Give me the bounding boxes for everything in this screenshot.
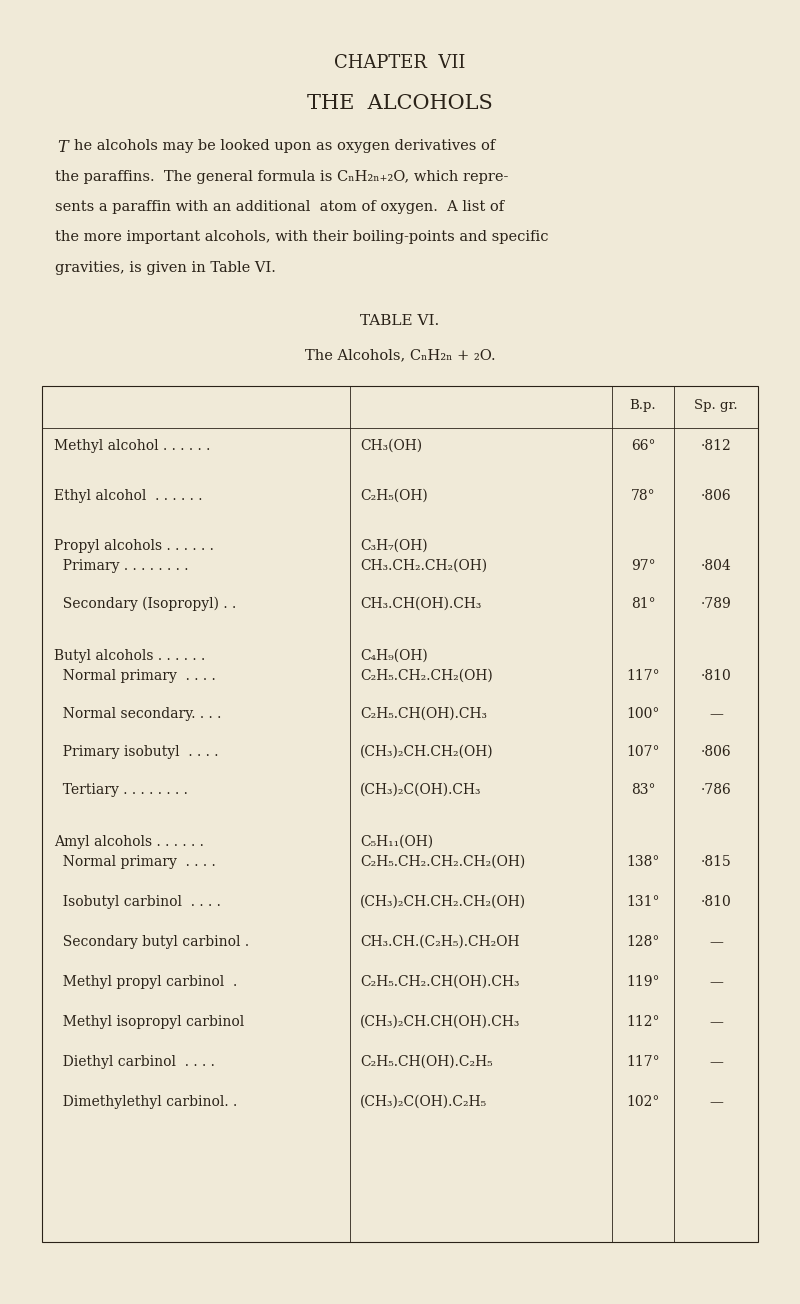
Text: CH₃.CH₂.CH₂(OH): CH₃.CH₂.CH₂(OH) xyxy=(360,559,487,572)
Text: Isobutyl carbinol  . . . .: Isobutyl carbinol . . . . xyxy=(54,895,221,909)
Text: (CH₃)₂CH.CH₂.CH₂(OH): (CH₃)₂CH.CH₂.CH₂(OH) xyxy=(360,895,526,909)
Text: the more important alcohols, with their boiling-points and specific: the more important alcohols, with their … xyxy=(55,231,549,245)
Text: Normal primary  . . . .: Normal primary . . . . xyxy=(54,855,216,868)
Text: C₅H₁₁(OH): C₅H₁₁(OH) xyxy=(360,835,433,849)
Text: 138°: 138° xyxy=(626,855,660,868)
Text: Secondary butyl carbinol .: Secondary butyl carbinol . xyxy=(54,935,249,949)
Text: (CH₃)₂CH.CH(OH).CH₃: (CH₃)₂CH.CH(OH).CH₃ xyxy=(360,1015,520,1029)
Text: (CH₃)₂C(OH).CH₃: (CH₃)₂C(OH).CH₃ xyxy=(360,782,482,797)
Text: sents a paraffin with an additional  atom of oxygen.  A list of: sents a paraffin with an additional atom… xyxy=(55,200,504,214)
Text: Butyl alcohols . . . . . .: Butyl alcohols . . . . . . xyxy=(54,649,206,662)
Text: 97°: 97° xyxy=(630,559,655,572)
Text: ·806: ·806 xyxy=(701,489,731,503)
Text: the paraffins.  The general formula is CₙH₂ₙ₊₂O, which repre-: the paraffins. The general formula is Cₙ… xyxy=(55,170,508,184)
Text: ·786: ·786 xyxy=(701,782,731,797)
Text: Primary . . . . . . . .: Primary . . . . . . . . xyxy=(54,559,189,572)
Text: ·812: ·812 xyxy=(701,439,731,452)
Text: CHAPTER  VII: CHAPTER VII xyxy=(334,53,466,72)
Text: —: — xyxy=(709,1055,723,1069)
Text: TABLE VI.: TABLE VI. xyxy=(360,314,440,329)
Text: Ethyl alcohol  . . . . . .: Ethyl alcohol . . . . . . xyxy=(54,489,202,503)
Text: C₃H₇(OH): C₃H₇(OH) xyxy=(360,539,428,553)
Text: 119°: 119° xyxy=(626,975,660,988)
Text: Amyl alcohols . . . . . .: Amyl alcohols . . . . . . xyxy=(54,835,204,849)
Text: C₂H₅.CH(OH).CH₃: C₂H₅.CH(OH).CH₃ xyxy=(360,707,487,721)
Text: 66°: 66° xyxy=(630,439,655,452)
Text: CH₃.CH.(C₂H₅).CH₂OH: CH₃.CH.(C₂H₅).CH₂OH xyxy=(360,935,519,949)
Text: C₂H₅(OH): C₂H₅(OH) xyxy=(360,489,428,503)
Text: C₂H₅.CH₂.CH(OH).CH₃: C₂H₅.CH₂.CH(OH).CH₃ xyxy=(360,975,519,988)
Text: —: — xyxy=(709,1095,723,1108)
Text: ·815: ·815 xyxy=(701,855,731,868)
Text: 100°: 100° xyxy=(626,707,660,721)
Text: ·810: ·810 xyxy=(701,669,731,683)
Text: gravities, is given in Table VI.: gravities, is given in Table VI. xyxy=(55,261,276,275)
Text: 83°: 83° xyxy=(630,782,655,797)
Text: CH₃(OH): CH₃(OH) xyxy=(360,439,422,452)
Text: Diethyl carbinol  . . . .: Diethyl carbinol . . . . xyxy=(54,1055,215,1069)
Text: 117°: 117° xyxy=(626,669,660,683)
Text: 128°: 128° xyxy=(626,935,660,949)
Text: The Alcohols, CₙH₂ₙ + ₂O.: The Alcohols, CₙH₂ₙ + ₂O. xyxy=(305,348,495,363)
Text: Propyl alcohols . . . . . .: Propyl alcohols . . . . . . xyxy=(54,539,214,553)
Text: Tertiary . . . . . . . .: Tertiary . . . . . . . . xyxy=(54,782,188,797)
Text: (CH₃)₂CH.CH₂(OH): (CH₃)₂CH.CH₂(OH) xyxy=(360,745,494,759)
Text: B.p.: B.p. xyxy=(630,399,656,412)
Text: (CH₃)₂C(OH).C₂H₅: (CH₃)₂C(OH).C₂H₅ xyxy=(360,1095,487,1108)
Text: Methyl alcohol . . . . . .: Methyl alcohol . . . . . . xyxy=(54,439,210,452)
Text: CH₃.CH(OH).CH₃: CH₃.CH(OH).CH₃ xyxy=(360,597,482,612)
Text: —: — xyxy=(709,975,723,988)
Text: he alcohols may be looked upon as oxygen derivatives of: he alcohols may be looked upon as oxygen… xyxy=(74,140,494,153)
Text: Sp. gr.: Sp. gr. xyxy=(694,399,738,412)
Text: ·810: ·810 xyxy=(701,895,731,909)
Text: Primary isobutyl  . . . .: Primary isobutyl . . . . xyxy=(54,745,218,759)
Text: C₄H₉(OH): C₄H₉(OH) xyxy=(360,649,428,662)
Text: 112°: 112° xyxy=(626,1015,660,1029)
Text: THE  ALCOHOLS: THE ALCOHOLS xyxy=(307,94,493,113)
Text: 117°: 117° xyxy=(626,1055,660,1069)
Text: 81°: 81° xyxy=(630,597,655,612)
Text: Normal primary  . . . .: Normal primary . . . . xyxy=(54,669,216,683)
Text: Methyl isopropyl carbinol: Methyl isopropyl carbinol xyxy=(54,1015,244,1029)
Text: 78°: 78° xyxy=(630,489,655,503)
Text: C₂H₅.CH₂.CH₂(OH): C₂H₅.CH₂.CH₂(OH) xyxy=(360,669,493,683)
Text: Methyl propyl carbinol  .: Methyl propyl carbinol . xyxy=(54,975,238,988)
Text: —: — xyxy=(709,935,723,949)
Text: Dimethylethyl carbinol. .: Dimethylethyl carbinol. . xyxy=(54,1095,238,1108)
Text: ·804: ·804 xyxy=(701,559,731,572)
Text: C₂H₅.CH₂.CH₂.CH₂(OH): C₂H₅.CH₂.CH₂.CH₂(OH) xyxy=(360,855,526,868)
Text: C₂H₅.CH(OH).C₂H₅: C₂H₅.CH(OH).C₂H₅ xyxy=(360,1055,493,1069)
Text: —: — xyxy=(709,707,723,721)
Text: —: — xyxy=(709,1015,723,1029)
Text: 107°: 107° xyxy=(626,745,660,759)
Text: 131°: 131° xyxy=(626,895,660,909)
Text: 102°: 102° xyxy=(626,1095,660,1108)
Text: Secondary (Isopropyl) . .: Secondary (Isopropyl) . . xyxy=(54,597,236,612)
Bar xyxy=(42,386,758,1241)
Text: T: T xyxy=(57,140,68,156)
Text: Normal secondary. . . .: Normal secondary. . . . xyxy=(54,707,222,721)
Text: ·789: ·789 xyxy=(701,597,731,612)
Text: ·806: ·806 xyxy=(701,745,731,759)
